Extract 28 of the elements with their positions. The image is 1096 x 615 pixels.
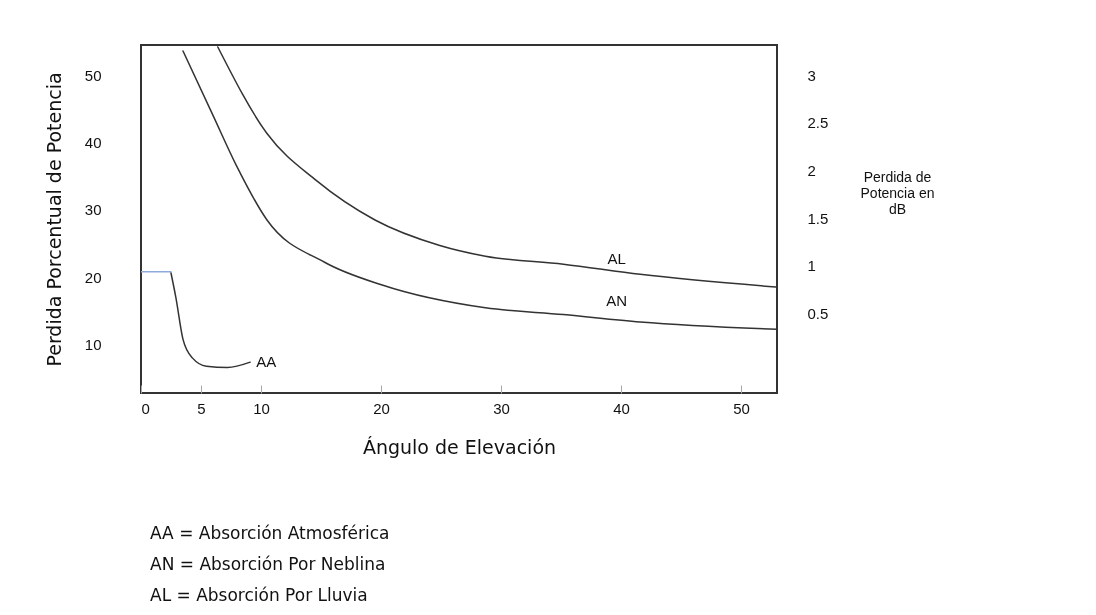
- x-axis-title: Ángulo de Elevación: [362, 435, 557, 458]
- y2-tick-label: 0.5: [807, 304, 829, 322]
- x-tick-label: 10: [253, 399, 270, 417]
- y2-tick-label: 1: [807, 257, 816, 275]
- x-tick-label: 40: [613, 399, 630, 417]
- y-tick-label: 50: [84, 67, 102, 85]
- line-series: [170, 272, 251, 369]
- series-label: AN: [606, 292, 627, 310]
- y2-axis-title: Perdida de Potencia en dB: [860, 168, 935, 217]
- x-tick-label: 20: [373, 399, 390, 417]
- x-tick-label: 0: [141, 399, 150, 417]
- y-axis-title: Perdida Porcentual de Potencia: [42, 72, 65, 367]
- y-tick-label: 40: [84, 134, 102, 152]
- y-tick-label: 20: [84, 268, 102, 286]
- series-label: AA: [256, 353, 277, 371]
- x-tick-label: 50: [733, 399, 750, 417]
- y2-tick-label: 2.5: [807, 114, 829, 132]
- y2-tick-label: 2: [807, 162, 816, 180]
- y-tick-label: 30: [84, 201, 102, 219]
- x-tick-label: 30: [493, 399, 510, 417]
- y2-tick-label: 3: [807, 66, 816, 84]
- text: AL = Absorción Por Lluvia: [150, 584, 369, 607]
- text: AA = Absorción Atmosférica: [150, 522, 390, 545]
- x-tick-label: 5: [197, 399, 206, 417]
- series-label: AL: [607, 250, 626, 268]
- text: AN = Absorción Por Neblina: [150, 553, 387, 576]
- y2-tick-label: 1.5: [807, 209, 829, 227]
- y-tick-label: 10: [84, 335, 102, 353]
